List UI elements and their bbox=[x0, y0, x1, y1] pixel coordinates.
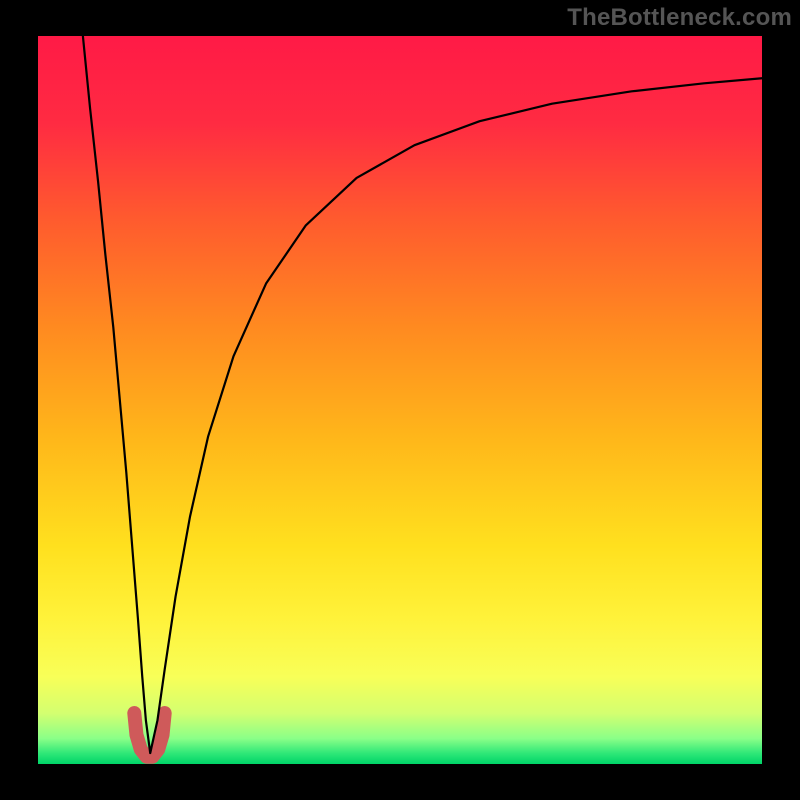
bottleneck-curve bbox=[83, 36, 762, 753]
watermark-label: TheBottleneck.com bbox=[567, 4, 792, 32]
curve-layer bbox=[38, 36, 762, 764]
figure-root: TheBottleneck.com bbox=[0, 0, 800, 800]
plot-area bbox=[38, 36, 762, 764]
